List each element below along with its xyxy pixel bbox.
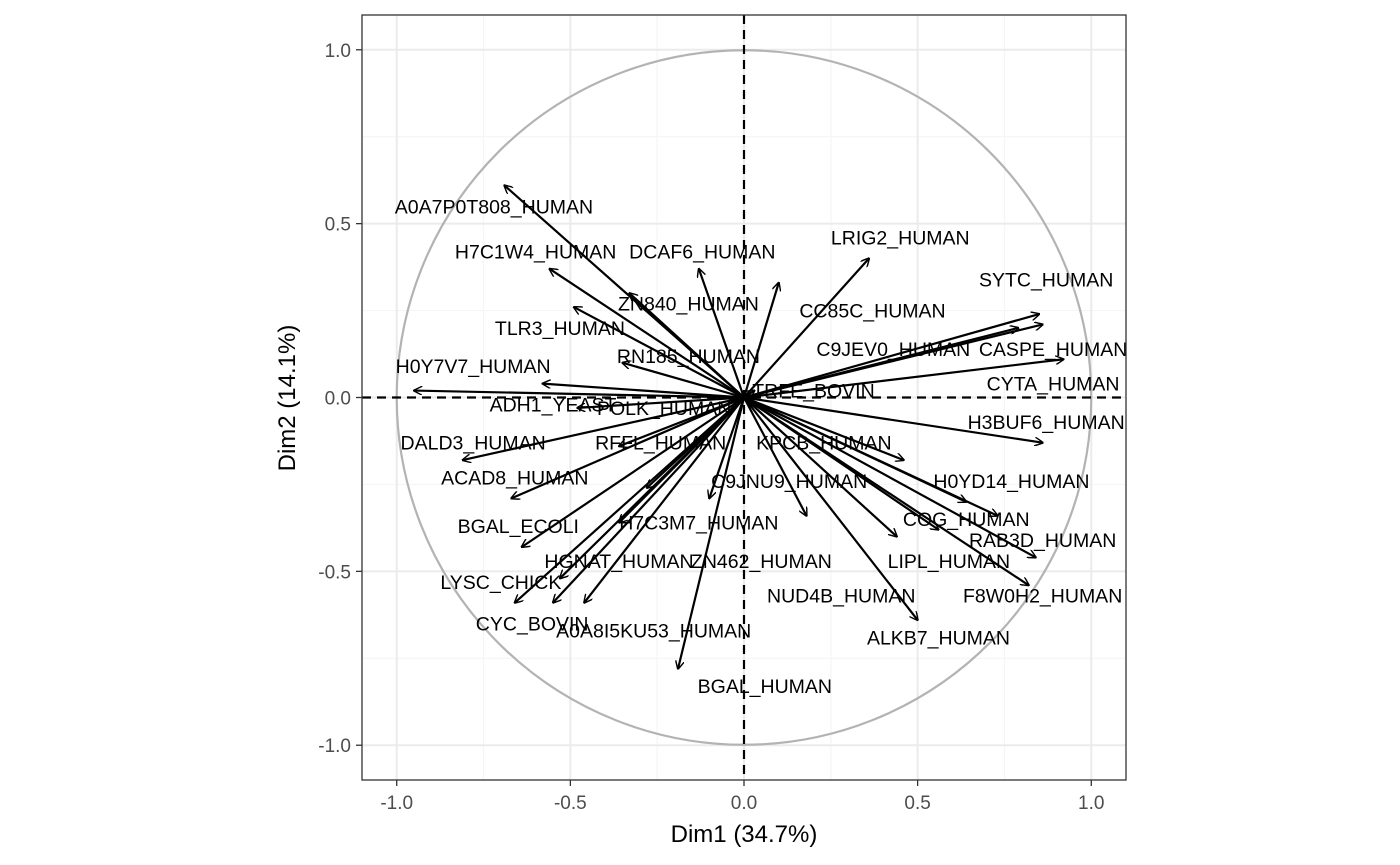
variable-label: COG_HUMAN	[903, 509, 1030, 531]
variable-label: LIPL_HUMAN	[888, 551, 1010, 573]
variable-arrow	[743, 258, 869, 399]
variable-arrow	[414, 391, 745, 399]
variable-arrow	[463, 396, 745, 461]
variable-label: C9JNU9_HUMAN	[711, 471, 867, 493]
variable-arrow	[743, 324, 1043, 399]
variable-arrow	[743, 396, 1043, 443]
variable-arrows	[414, 185, 1063, 668]
variable-label: POLK_HUMAN	[597, 398, 731, 420]
variable-label: ADH1_YEAST	[490, 394, 617, 416]
variable-label: LRIG2_HUMAN	[831, 228, 970, 250]
variable-arrow	[743, 391, 754, 398]
variable-arrow	[543, 384, 745, 399]
variable-label: RN185_HUMAN	[617, 346, 760, 368]
variable-label: CYC_BOVIN	[476, 614, 589, 636]
variable-label: H7C1W4_HUMAN	[455, 241, 616, 263]
variable-label: ACAD8_HUMAN	[441, 467, 588, 489]
variable-label: H3BUF6_HUMAN	[968, 412, 1125, 434]
variable-arrow	[619, 396, 745, 447]
variable-arrow	[622, 363, 745, 399]
variable-label: A0A7P0T808_HUMAN	[395, 196, 593, 218]
variable-label: RAB3D_HUMAN	[969, 530, 1116, 552]
variable-arrow	[743, 396, 807, 516]
variable-arrow	[522, 396, 745, 548]
variable-arrow	[629, 293, 745, 399]
variable-arrow	[647, 396, 745, 488]
x-axis-title: Dim1 (34.7%)	[671, 821, 818, 848]
variable-label: CYTA_HUMAN	[987, 374, 1120, 396]
variable-label: CASPE_HUMAN	[979, 339, 1127, 361]
variable-label: C9JEV0_HUMAN	[816, 339, 970, 361]
plot-layer: A0A7P0T808_HUMAN H7C1W4_HUMAN TLR3_HUMAN H0…	[362, 15, 1127, 780]
variable-label: RFFL_HUMAN	[595, 433, 726, 455]
variable-label: A0A8I5KU53_HUMAN	[556, 620, 751, 642]
variable-arrow	[743, 396, 918, 621]
x-tick-label: 1.0	[1078, 793, 1104, 814]
variable-label: ZN462_HUMAN	[691, 551, 832, 573]
variable-arrow	[743, 359, 1063, 399]
y-tick-label: -0.5	[318, 562, 351, 583]
variable-arrow	[678, 397, 746, 669]
variable-label: H7C3M7_HUMAN	[619, 513, 778, 535]
variable-label: CC85C_HUMAN	[799, 301, 945, 323]
variable-label: H0YD14_HUMAN	[933, 471, 1089, 493]
variable-arrow	[553, 396, 745, 603]
variable-label: TLR3_HUMAN	[495, 318, 625, 340]
variable-label: ZN840_HUMAN	[618, 294, 759, 316]
variable-arrow	[584, 396, 745, 603]
x-tick-label: 0.0	[731, 793, 757, 814]
variable-arrow	[743, 396, 998, 516]
variable-arrow	[743, 314, 1039, 399]
y-axis-ticks: -1.0 -0.5 0.0 0.5 1.0	[318, 41, 362, 757]
variable-label: KPCB_HUMAN	[756, 433, 891, 455]
variable-arrow	[550, 269, 745, 399]
variable-arrow	[699, 269, 746, 398]
variable-arrow	[743, 396, 1036, 558]
variable-arrow	[574, 307, 745, 399]
y-tick-label: 1.0	[325, 41, 351, 62]
variable-label: BGAL_HUMAN	[698, 676, 832, 698]
variable-label: DCAF6_HUMAN	[629, 241, 775, 263]
x-axis-ticks: -1.0 -0.5 0.0 0.5 1.0	[380, 780, 1104, 814]
variable-arrow	[709, 397, 746, 499]
variable-labels: A0A7P0T808_HUMAN H7C1W4_HUMAN TLR3_HUMAN H0…	[395, 196, 1127, 698]
variable-arrow	[743, 396, 904, 461]
variable-arrow	[577, 396, 745, 408]
variable-label: H0Y7V7_HUMAN	[396, 356, 551, 378]
x-tick-label: -0.5	[554, 793, 587, 814]
y-tick-label: -1.0	[318, 736, 351, 757]
variable-arrow	[742, 283, 779, 398]
variable-label: TRFE_BOVIN	[752, 381, 874, 403]
variable-label: ALKB7_HUMAN	[867, 627, 1010, 649]
variable-arrow	[743, 396, 897, 537]
y-tick-label: 0.0	[325, 389, 351, 410]
y-tick-label: 0.5	[325, 215, 351, 236]
variable-label: SYTC_HUMAN	[979, 269, 1113, 291]
y-axis-title: Dim2 (14.1%)	[274, 325, 301, 472]
variable-arrow	[743, 396, 938, 530]
variable-label: BGAL_ECOLI	[458, 516, 579, 538]
variable-label: F8W0H2_HUMAN	[963, 586, 1122, 608]
x-tick-label: 0.5	[904, 793, 930, 814]
x-tick-label: -1.0	[380, 793, 413, 814]
variable-label: NUD4B_HUMAN	[767, 586, 915, 608]
variable-label: LYSC_CHICK	[440, 572, 561, 594]
variable-label: HGNAT_HUMAN	[544, 551, 693, 573]
variable-label: DALD3_HUMAN	[401, 433, 546, 455]
